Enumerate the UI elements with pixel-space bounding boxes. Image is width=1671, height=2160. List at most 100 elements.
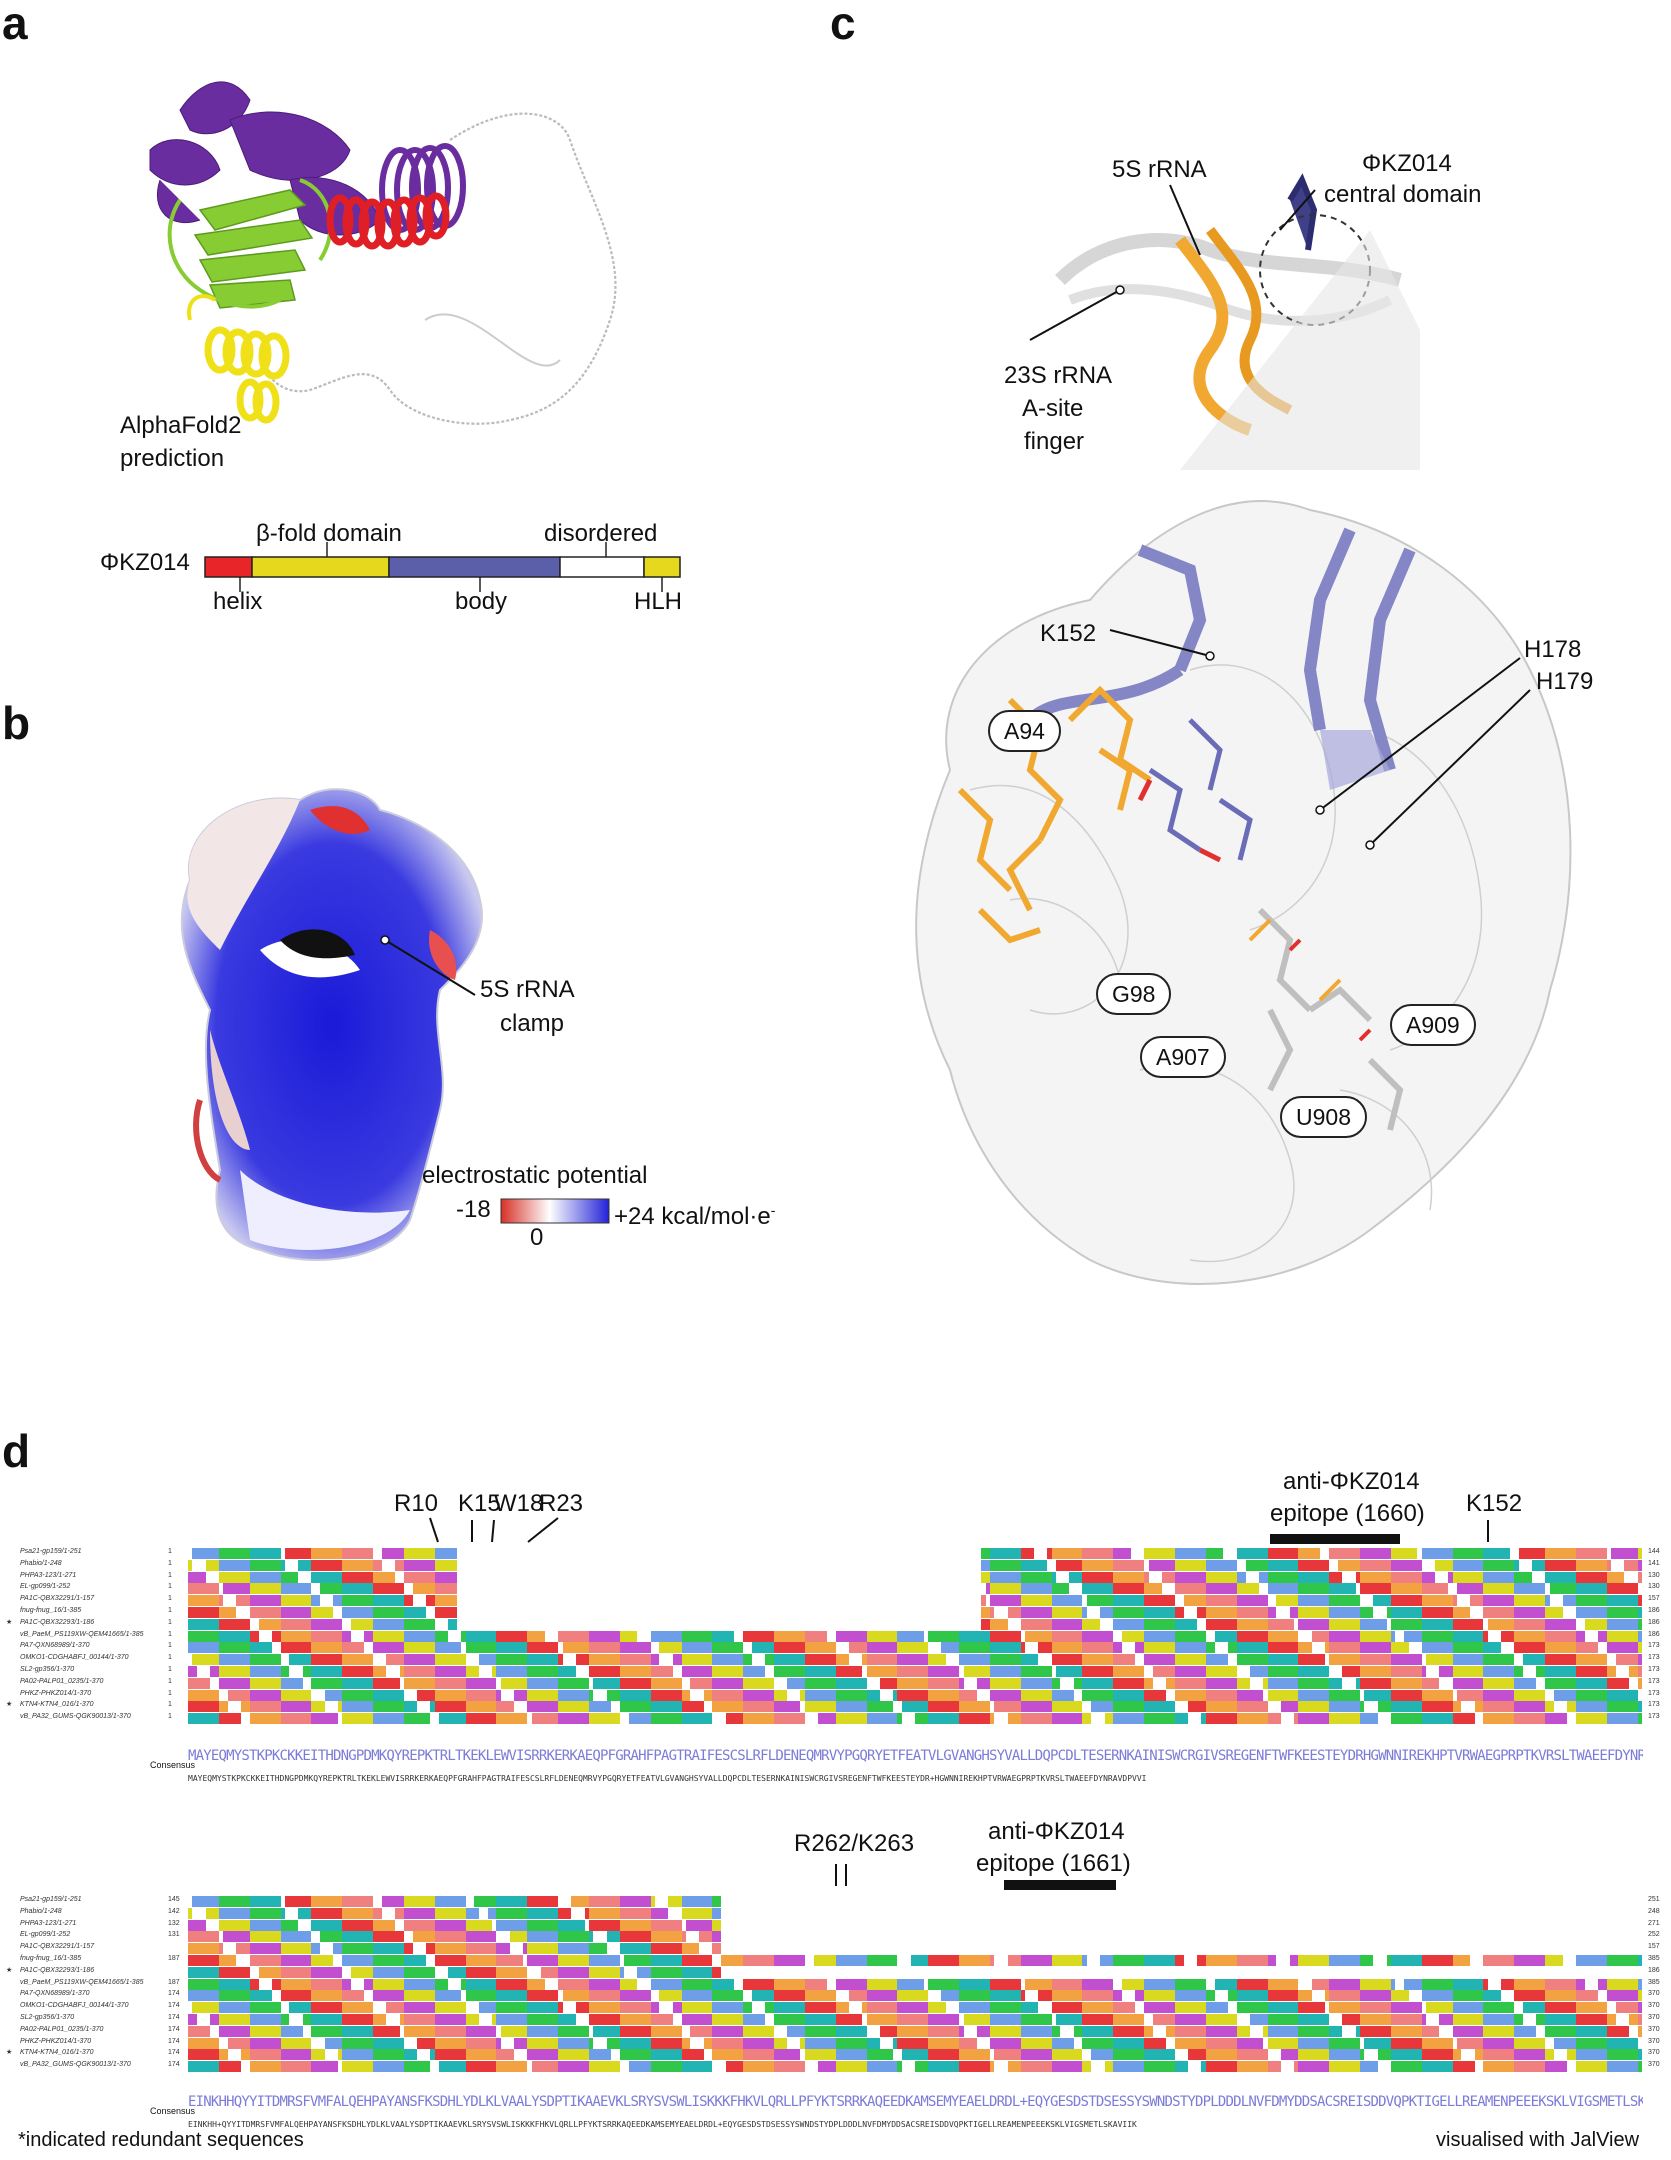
seq-name: OMKO1-CDGHABFJ_00144/1-370	[20, 2002, 129, 2010]
seq-end: 370	[1648, 1990, 1660, 1998]
seq-end: 173	[1648, 1701, 1660, 1709]
seq-end: 251	[1648, 1896, 1660, 1903]
seq-redundant-star: ★	[6, 1966, 13, 1974]
alignment-row	[188, 1953, 1643, 1966]
seq-end: 370	[1648, 2002, 1660, 2010]
block1-residue-k152: K152	[1466, 1490, 1523, 1517]
panel-letter-b: b	[2, 697, 31, 749]
seq-name: PHKZ-PHKZ014/1-370	[20, 2037, 92, 2045]
seq-name: Phabio/1-248	[20, 1559, 62, 1567]
alignment-block-2: Psa21-gp159/1-251 145 251 Phabio/1-248 142 24…	[0, 1894, 1671, 2084]
seq-end: 186	[1648, 1618, 1660, 1626]
seq-end: 248	[1648, 1907, 1660, 1915]
alignment-block-1: Psa21-gp159/1-251 1 144 Phabio/1-248 1 141 PHP…	[0, 1546, 1671, 1736]
domain-label-helix: helix	[213, 588, 263, 615]
residue-h179: H179	[1536, 668, 1594, 695]
seq-start: 174	[168, 1990, 180, 1998]
seq-name: vB_PaeM_PS119XW-QEM41665/1-385	[20, 1630, 144, 1638]
seq-name: PA1C-QBX32291/1-157	[20, 1943, 95, 1951]
seq-end: 370	[1648, 2025, 1660, 2033]
domain-label-body: body	[455, 588, 508, 615]
seq-name: fnug-fnug_16/1-385	[20, 1607, 82, 1614]
seq-name: Psa21-gp159/1-251	[20, 1548, 82, 1555]
domain-map-bar	[204, 542, 681, 592]
alignment-row	[188, 1558, 1643, 1571]
seq-name: PA02-PALP01_0235/1-370	[20, 2025, 104, 2033]
panel-letter-d: d	[2, 1425, 31, 1477]
block1-annotation-ticks	[429, 1517, 1489, 1544]
seq-name: PHPA3-123/1-271	[20, 1571, 77, 1579]
block2-residue-r262-k263: R262/K263	[794, 1830, 915, 1857]
seq-start: 145	[168, 1896, 180, 1903]
seq-name: vB_PA32_GUMS-QGK90013/1-370	[20, 2061, 131, 2069]
residue-u908: U908	[1280, 1096, 1367, 1138]
alignment-row	[188, 1906, 1643, 1919]
esp-max-label: +24 kcal/mol·e-	[614, 1202, 776, 1230]
seq-start: 1	[168, 1607, 172, 1614]
seq-name: PA7-QXN68989/1-370	[20, 1642, 90, 1650]
esp-min-label: -18	[456, 1196, 491, 1223]
residue-a909: A909	[1390, 1004, 1476, 1046]
seq-redundant-star: ★	[6, 2049, 13, 2057]
seq-end: 141	[1648, 1559, 1660, 1567]
seq-name: KTN4-KTN4_016/1-370	[20, 1701, 94, 1709]
seq-start: 1	[168, 1677, 172, 1685]
seq-end: 186	[1648, 1607, 1660, 1614]
block1-consensus-logo: MAYEQMYSTKPKCKKEITHDNGPDMKQYREPKTRLTKEKL…	[188, 1748, 1643, 1764]
seq-end: 385	[1648, 1955, 1660, 1962]
seq-name: vB_PA32_GUMS-QGK90013/1-370	[20, 1713, 131, 1721]
seq-end: 173	[1648, 1713, 1660, 1721]
block2-annotation-ticks	[835, 1864, 1116, 1890]
alphafold-label-line1: AlphaFold2	[120, 412, 242, 439]
seq-start: 174	[168, 2037, 180, 2045]
residue-h178: H178	[1524, 636, 1582, 663]
seq-start: 174	[168, 2061, 180, 2069]
seq-name: PHPA3-123/1-271	[20, 1919, 77, 1927]
seq-name: PA1C-QBX32293/1-186	[20, 1618, 95, 1626]
alignment-row	[188, 1688, 1643, 1701]
alignment-row	[188, 1918, 1643, 1931]
alignment-row	[188, 1605, 1643, 1618]
alignment-row	[188, 1664, 1643, 1677]
alignment-row	[188, 2059, 1643, 2073]
esp-legend-title: electrostatic potential	[422, 1162, 648, 1189]
seq-start: 1	[168, 1571, 172, 1579]
residue-leader-lines	[1109, 629, 1531, 850]
seq-end: 157	[1648, 1943, 1660, 1951]
block1-consensus-seq: MAYEQMYSTKPKCKKEITHDNGPDMKQYREPKTRLTKEKL…	[188, 1774, 1147, 1783]
seq-end: 186	[1648, 1630, 1660, 1638]
residue-a907: A907	[1140, 1036, 1226, 1078]
seq-start: 1	[168, 1689, 172, 1697]
seq-end: 370	[1648, 2049, 1660, 2057]
seq-name: PA7-QXN68989/1-370	[20, 1990, 90, 1998]
domain-label-disordered: disordered	[544, 520, 658, 547]
block2-epitope-line2: epitope (1661)	[976, 1850, 1131, 1877]
label-central-domain-line1: ΦKZ014	[1362, 150, 1452, 177]
binding-interface-image	[915, 500, 1572, 1285]
seq-end: 173	[1648, 1689, 1660, 1697]
block1-residue-w18: W18	[494, 1490, 544, 1517]
seq-redundant-star: ★	[6, 1618, 13, 1626]
seq-end: 271	[1648, 1919, 1660, 1927]
alignment-row	[188, 1711, 1643, 1725]
clamp-leader-line	[380, 935, 476, 996]
alignment-row	[188, 1640, 1643, 1654]
alignment-row	[188, 1570, 1643, 1583]
label-5s-rrna: 5S rRNA	[1112, 156, 1207, 183]
alignment-row	[188, 2012, 1643, 2025]
seq-end: 252	[1648, 1931, 1660, 1939]
alignment-row	[188, 1929, 1643, 1943]
label-23s-line1: 23S rRNA	[1004, 362, 1113, 389]
alignment-row	[188, 1894, 1643, 1907]
seq-name: PA1C-QBX32293/1-186	[20, 1966, 95, 1974]
seq-start: 174	[168, 2049, 180, 2057]
seq-start: 142	[168, 1907, 180, 1915]
seq-end: 370	[1648, 2037, 1660, 2045]
seq-name: SL2-gp356/1-370	[20, 2014, 75, 2021]
panel-letter-a: a	[2, 0, 28, 49]
block1-residue-r23: R23	[539, 1490, 584, 1517]
alignment-row	[188, 2000, 1643, 2014]
seq-end: 157	[1648, 1595, 1660, 1603]
residue-k152: K152	[1040, 620, 1097, 647]
seq-name: fnug-fnug_16/1-385	[20, 1955, 82, 1962]
